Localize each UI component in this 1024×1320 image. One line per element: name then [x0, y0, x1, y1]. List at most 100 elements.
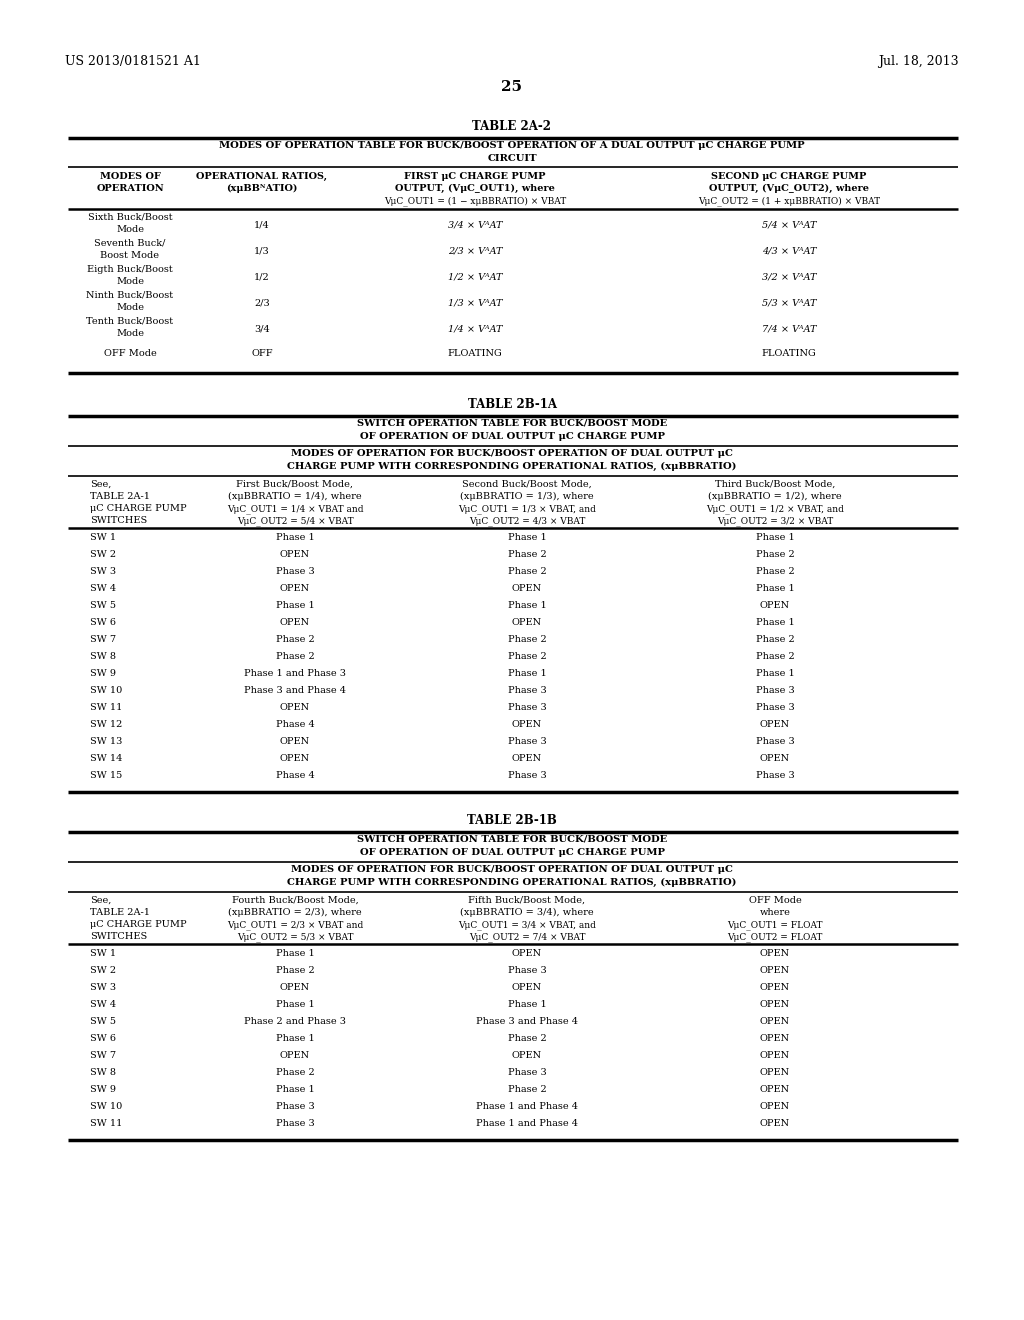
- Text: 1/4 × VᴬAT: 1/4 × VᴬAT: [447, 325, 502, 334]
- Text: VμC_OUT2 = FLOAT: VμC_OUT2 = FLOAT: [727, 932, 822, 941]
- Text: Phase 1 and Phase 3: Phase 1 and Phase 3: [244, 669, 346, 678]
- Text: OUTPUT, (VμC_OUT1), where: OUTPUT, (VμC_OUT1), where: [395, 183, 555, 193]
- Text: OPEN: OPEN: [280, 983, 310, 993]
- Text: OPEN: OPEN: [512, 949, 542, 958]
- Text: OPEN: OPEN: [512, 719, 542, 729]
- Text: OPEN: OPEN: [280, 1051, 310, 1060]
- Text: MODES OF: MODES OF: [99, 172, 161, 181]
- Text: SW 12: SW 12: [90, 719, 123, 729]
- Text: OPEN: OPEN: [760, 754, 791, 763]
- Text: SW 3: SW 3: [90, 983, 116, 993]
- Text: TABLE 2A-1: TABLE 2A-1: [90, 492, 150, 502]
- Text: 1/4: 1/4: [254, 220, 270, 230]
- Text: OPEN: OPEN: [512, 618, 542, 627]
- Text: OPERATION: OPERATION: [96, 183, 164, 193]
- Text: 7/4 × VᴬAT: 7/4 × VᴬAT: [762, 325, 816, 334]
- Text: (xμBBRATIO = 1/3), where: (xμBBRATIO = 1/3), where: [460, 492, 594, 502]
- Text: TABLE 2B-1B: TABLE 2B-1B: [467, 814, 557, 828]
- Text: SW 6: SW 6: [90, 618, 116, 627]
- Text: OPEN: OPEN: [760, 1119, 791, 1129]
- Text: Mode: Mode: [116, 277, 144, 286]
- Text: OPEN: OPEN: [280, 754, 310, 763]
- Text: OPEN: OPEN: [280, 737, 310, 746]
- Text: OF OPERATION OF DUAL OUTPUT μC CHARGE PUMP: OF OPERATION OF DUAL OUTPUT μC CHARGE PU…: [359, 847, 665, 857]
- Text: VμC_OUT1 = 1/4 × VBAT and: VμC_OUT1 = 1/4 × VBAT and: [226, 504, 364, 513]
- Text: TABLE 2A-1: TABLE 2A-1: [90, 908, 150, 917]
- Text: Phase 3: Phase 3: [275, 568, 314, 576]
- Text: 2/3 × VᴬAT: 2/3 × VᴬAT: [447, 247, 502, 256]
- Text: SW 4: SW 4: [90, 1001, 116, 1008]
- Text: Phase 1: Phase 1: [756, 533, 795, 543]
- Text: Phase 2: Phase 2: [508, 635, 547, 644]
- Text: See,: See,: [90, 480, 112, 488]
- Text: (xμBBRATIO = 1/4), where: (xμBBRATIO = 1/4), where: [228, 492, 361, 502]
- Text: Phase 2: Phase 2: [508, 1034, 547, 1043]
- Text: OPEN: OPEN: [760, 1068, 791, 1077]
- Text: OUTPUT, (VμC_OUT2), where: OUTPUT, (VμC_OUT2), where: [709, 183, 869, 193]
- Text: Third Buck/Boost Mode,: Third Buck/Boost Mode,: [715, 480, 836, 488]
- Text: Phase 3: Phase 3: [508, 1068, 547, 1077]
- Text: 5/4 × VᴬAT: 5/4 × VᴬAT: [762, 220, 816, 230]
- Text: SW 5: SW 5: [90, 601, 116, 610]
- Text: MODES OF OPERATION FOR BUCK/BOOST OPERATION OF DUAL OUTPUT μC: MODES OF OPERATION FOR BUCK/BOOST OPERAT…: [291, 865, 733, 874]
- Text: CHARGE PUMP WITH CORRESPONDING OPERATIONAL RATIOS, (xμBBRATIO): CHARGE PUMP WITH CORRESPONDING OPERATION…: [288, 878, 736, 887]
- Text: 1/3 × VᴬAT: 1/3 × VᴬAT: [447, 300, 502, 308]
- Text: Phase 3: Phase 3: [756, 737, 795, 746]
- Text: Phase 2: Phase 2: [756, 652, 795, 661]
- Text: TABLE 2A-2: TABLE 2A-2: [472, 120, 552, 133]
- Text: Phase 1: Phase 1: [508, 669, 547, 678]
- Text: Phase 1: Phase 1: [508, 533, 547, 543]
- Text: 3/4 × VᴬAT: 3/4 × VᴬAT: [447, 220, 502, 230]
- Text: SW 14: SW 14: [90, 754, 123, 763]
- Text: OPEN: OPEN: [760, 719, 791, 729]
- Text: Phase 2: Phase 2: [756, 635, 795, 644]
- Text: OPERATIONAL RATIOS,: OPERATIONAL RATIOS,: [197, 172, 328, 181]
- Text: See,: See,: [90, 896, 112, 906]
- Text: 1/2 × VᴬAT: 1/2 × VᴬAT: [447, 273, 502, 282]
- Text: (xμBBRATIO = 3/4), where: (xμBBRATIO = 3/4), where: [460, 908, 594, 917]
- Text: Phase 3: Phase 3: [508, 704, 547, 711]
- Text: Phase 1: Phase 1: [756, 618, 795, 627]
- Text: OPEN: OPEN: [512, 1051, 542, 1060]
- Text: VμC_OUT1 = (1 − xμBBRATIO) × VBAT: VμC_OUT1 = (1 − xμBBRATIO) × VBAT: [384, 195, 566, 206]
- Text: OPEN: OPEN: [512, 983, 542, 993]
- Text: Boost Mode: Boost Mode: [100, 251, 160, 260]
- Text: μC CHARGE PUMP: μC CHARGE PUMP: [90, 920, 186, 929]
- Text: OPEN: OPEN: [280, 550, 310, 558]
- Text: OPEN: OPEN: [512, 583, 542, 593]
- Text: VμC_OUT2 = (1 + xμBBRATIO) × VBAT: VμC_OUT2 = (1 + xμBBRATIO) × VBAT: [698, 195, 880, 206]
- Text: SW 4: SW 4: [90, 583, 116, 593]
- Text: Mode: Mode: [116, 304, 144, 312]
- Text: Seventh Buck/: Seventh Buck/: [94, 239, 166, 248]
- Text: OPEN: OPEN: [760, 1085, 791, 1094]
- Text: SWITCH OPERATION TABLE FOR BUCK/BOOST MODE: SWITCH OPERATION TABLE FOR BUCK/BOOST MO…: [357, 836, 667, 843]
- Text: Phase 2: Phase 2: [756, 568, 795, 576]
- Text: SW 7: SW 7: [90, 1051, 116, 1060]
- Text: SW 2: SW 2: [90, 550, 116, 558]
- Text: OPEN: OPEN: [280, 704, 310, 711]
- Text: Phase 1: Phase 1: [756, 669, 795, 678]
- Text: Phase 2: Phase 2: [508, 652, 547, 661]
- Text: SW 1: SW 1: [90, 949, 116, 958]
- Text: OPEN: OPEN: [760, 1034, 791, 1043]
- Text: SWITCHES: SWITCHES: [90, 932, 147, 941]
- Text: Phase 3: Phase 3: [756, 686, 795, 696]
- Text: VμC_OUT2 = 3/2 × VBAT: VμC_OUT2 = 3/2 × VBAT: [717, 516, 834, 525]
- Text: Phase 2: Phase 2: [275, 966, 314, 975]
- Text: 3/4: 3/4: [254, 325, 270, 334]
- Text: Phase 2: Phase 2: [275, 635, 314, 644]
- Text: 1/3: 1/3: [254, 247, 270, 256]
- Text: Phase 3: Phase 3: [508, 771, 547, 780]
- Text: 4/3 × VᴬAT: 4/3 × VᴬAT: [762, 247, 816, 256]
- Text: SW 10: SW 10: [90, 686, 122, 696]
- Text: OPEN: OPEN: [280, 583, 310, 593]
- Text: VμC_OUT2 = 5/4 × VBAT: VμC_OUT2 = 5/4 × VBAT: [237, 516, 353, 525]
- Text: CHARGE PUMP WITH CORRESPONDING OPERATIONAL RATIOS, (xμBBRATIO): CHARGE PUMP WITH CORRESPONDING OPERATION…: [288, 462, 736, 471]
- Text: Sixth Buck/Boost: Sixth Buck/Boost: [88, 213, 172, 222]
- Text: MODES OF OPERATION FOR BUCK/BOOST OPERATION OF DUAL OUTPUT μC: MODES OF OPERATION FOR BUCK/BOOST OPERAT…: [291, 449, 733, 458]
- Text: 5/3 × VᴬAT: 5/3 × VᴬAT: [762, 300, 816, 308]
- Text: SW 11: SW 11: [90, 704, 123, 711]
- Text: Phase 1: Phase 1: [508, 601, 547, 610]
- Text: VμC_OUT1 = 1/2 × VBAT, and: VμC_OUT1 = 1/2 × VBAT, and: [707, 504, 844, 513]
- Text: FLOATING: FLOATING: [447, 348, 503, 358]
